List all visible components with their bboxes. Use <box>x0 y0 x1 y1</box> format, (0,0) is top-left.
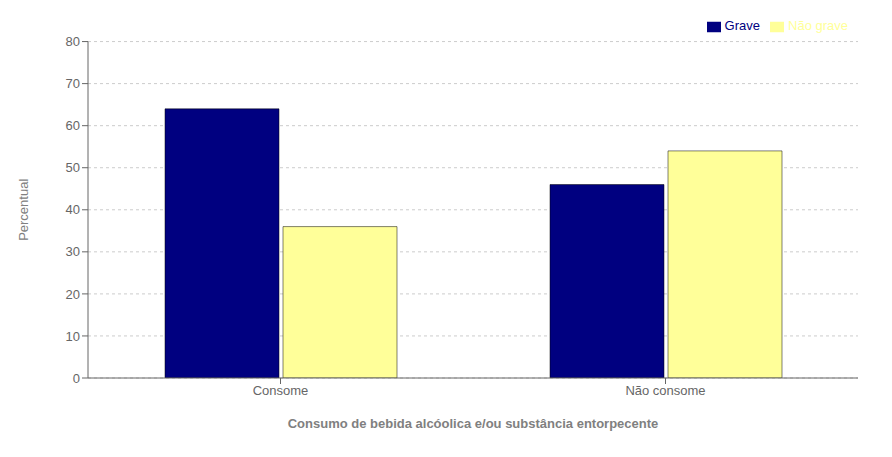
html-text:Grave: Grave <box>724 18 760 33</box>
svg-text:30: 30 <box>66 244 80 259</box>
svg-text:70: 70 <box>66 76 80 91</box>
svg-text:Consome: Consome <box>253 383 309 398</box>
svg-text:Consumo de bebida alcóolica e/: Consumo de bebida alcóolica e/ou substân… <box>288 416 659 431</box>
html-text:Não grave: Não grave <box>788 18 848 33</box>
svg-text:0: 0 <box>73 371 80 386</box>
svg-text:Não consome: Não consome <box>625 383 705 398</box>
svg-text:40: 40 <box>66 202 80 217</box>
svg-text:Percentual: Percentual <box>16 179 31 241</box>
svg-text:50: 50 <box>66 160 80 175</box>
svg-text:20: 20 <box>66 287 80 302</box>
svg-text:60: 60 <box>66 118 80 133</box>
svg-text:10: 10 <box>66 329 80 344</box>
svg-text:80: 80 <box>66 34 80 49</box>
